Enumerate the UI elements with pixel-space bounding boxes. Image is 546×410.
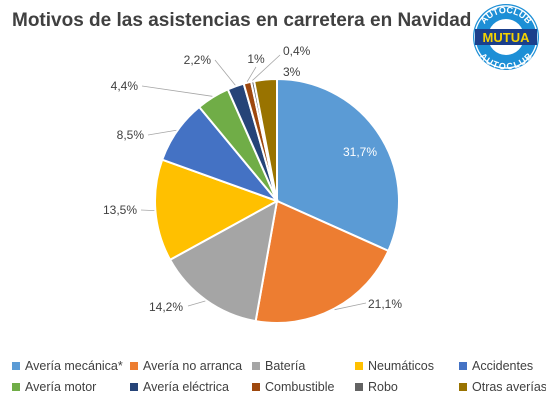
- legend-swatch: [252, 362, 260, 370]
- legend-item: Avería eléctrica: [130, 380, 252, 394]
- pie-slice-1: [276, 77, 400, 253]
- data-label-6: 4,4%: [111, 79, 139, 93]
- logo-banner: [475, 29, 537, 45]
- leader-line-8: [246, 66, 257, 82]
- data-label-1: 31,7%: [343, 145, 377, 159]
- legend-swatch: [12, 362, 20, 370]
- legend-label: Avería no arranca: [143, 359, 243, 373]
- leader-line-5: [147, 129, 177, 136]
- chart-title: Motivos de las asistencias en carretera …: [12, 10, 472, 31]
- data-label-10: 3%: [283, 65, 301, 79]
- legend-item: Otras averías: [459, 380, 546, 394]
- mutua-autoclub-logo: AUTOCLUB AUTOCLUB MUTUA: [473, 4, 539, 72]
- pie-slice-4: [154, 158, 280, 262]
- leader-line-3: [187, 300, 206, 307]
- legend-item: Avería mecánica*: [12, 359, 130, 373]
- legend-swatch: [130, 383, 138, 391]
- legend-label: Combustible: [265, 380, 335, 394]
- legend-swatch: [252, 383, 260, 391]
- legend-label: Otras averías: [472, 380, 546, 394]
- leader-line-7: [214, 59, 236, 86]
- legend-label: Avería motor: [25, 380, 97, 394]
- legend-label: Robo: [368, 380, 398, 394]
- legend-swatch: [12, 383, 20, 391]
- data-label-5: 8,5%: [117, 128, 145, 142]
- legend-item: Accidentes: [459, 359, 539, 373]
- pie-chart: 31,7% 21,1% 14,2% 13,5% 8,5% 4,4% 2,2% 1% 0,4% 3%: [103, 44, 402, 324]
- legend-item: Combustible: [252, 380, 355, 394]
- data-label-9: 0,4%: [283, 44, 311, 58]
- legend-item: Avería no arranca: [130, 359, 252, 373]
- pie-slice-3: [168, 199, 279, 323]
- legend-swatch: [355, 362, 363, 370]
- legend-label: Batería: [265, 359, 306, 373]
- data-label-8: 1%: [247, 52, 265, 66]
- legend-item: Avería motor: [12, 380, 130, 394]
- leader-line-9: [252, 54, 281, 81]
- data-label-2: 21,1%: [368, 297, 402, 311]
- legend-label: Avería eléctrica: [143, 380, 229, 394]
- chart-legend: Avería mecánica* Avería no arranca Batería…: [12, 359, 546, 394]
- legend-label: Neumáticos: [368, 359, 434, 373]
- legend-label: Avería mecánica*: [25, 359, 123, 373]
- data-label-4: 13,5%: [103, 203, 137, 217]
- leader-line-4: [140, 209, 155, 212]
- legend-swatch: [130, 362, 138, 370]
- legend-swatch: [459, 362, 467, 370]
- pie-slice-2: [254, 199, 390, 324]
- pie-slice-10: [252, 77, 278, 202]
- leader-line-2: [334, 302, 367, 311]
- leader-line-6: [141, 85, 213, 97]
- legend-swatch: [355, 383, 363, 391]
- legend-swatch: [459, 383, 467, 391]
- logo-brand-text: MUTUA: [483, 30, 531, 45]
- data-label-3: 14,2%: [149, 300, 183, 314]
- data-label-7: 2,2%: [184, 53, 212, 67]
- legend-item: Robo: [355, 380, 459, 394]
- legend-item: Neumáticos: [355, 359, 459, 373]
- legend-item: Batería: [252, 359, 355, 373]
- legend-label: Accidentes: [472, 359, 534, 373]
